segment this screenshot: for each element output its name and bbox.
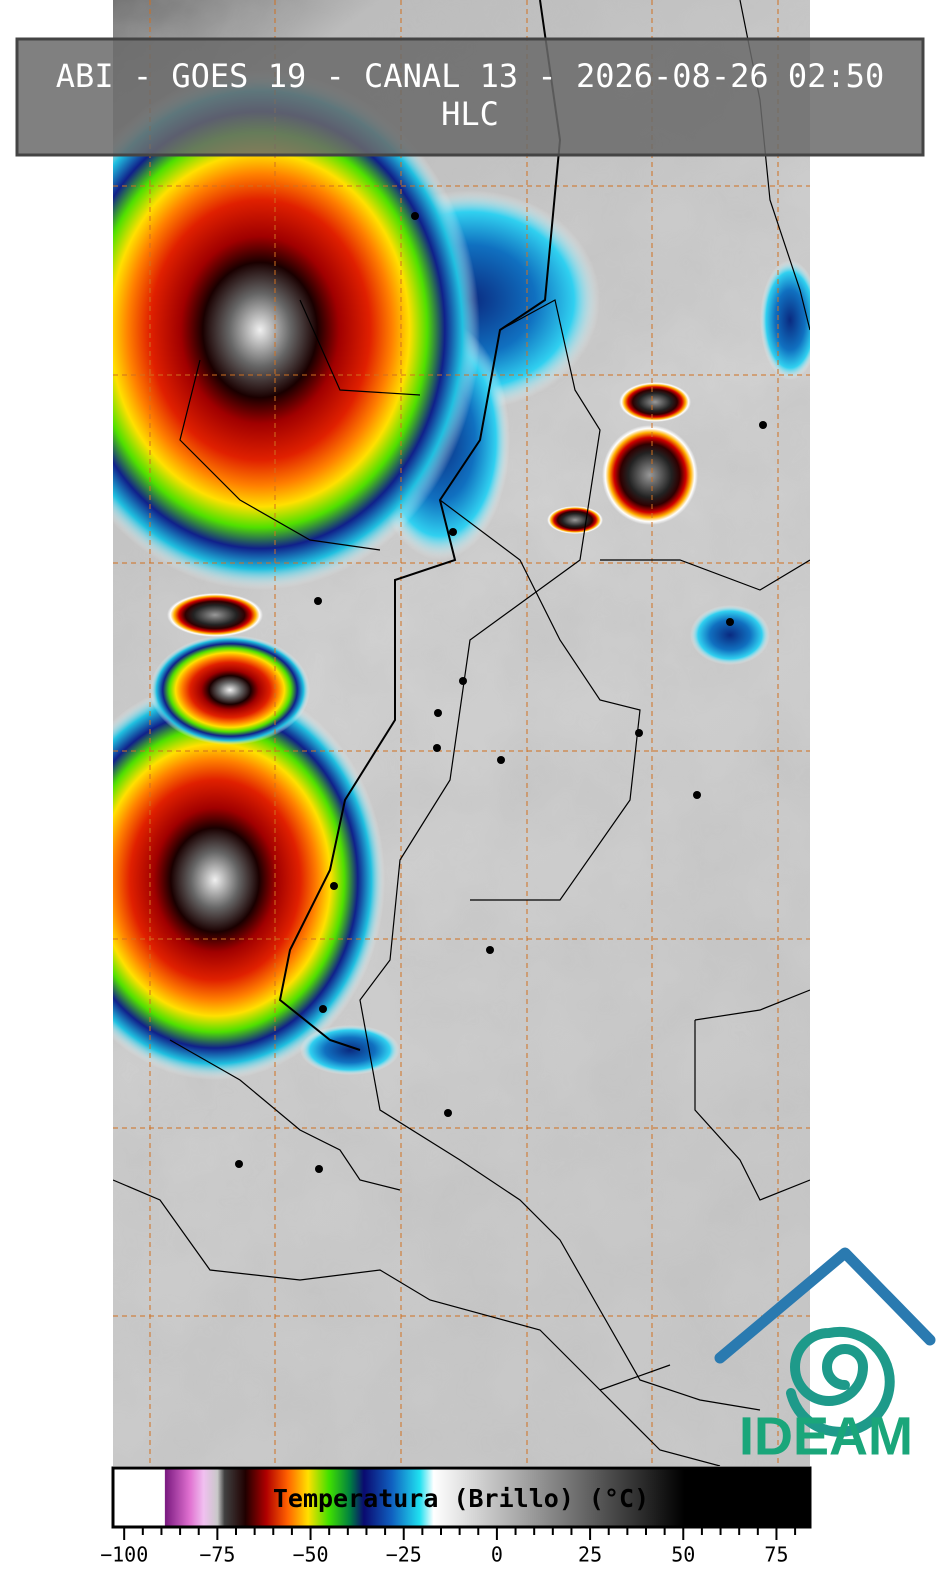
subtitle: HLC (441, 95, 499, 133)
city-marker (330, 882, 338, 890)
city-marker (726, 618, 734, 626)
city-marker (314, 597, 322, 605)
convective-cell (547, 506, 603, 534)
colorbar-tick-label: −25 (386, 1543, 422, 1567)
ideam-logo: IDEAM (714, 1247, 936, 1466)
colorbar (111, 1466, 812, 1529)
colorbar-tick-label: −75 (199, 1543, 235, 1567)
cloud-band (300, 1025, 400, 1075)
city-marker (449, 528, 457, 536)
colorbar-tick-label: 25 (578, 1543, 602, 1567)
convective-system (113, 680, 385, 1080)
city-marker (235, 1160, 243, 1168)
city-marker (315, 1165, 323, 1173)
satellite-map (113, 0, 810, 1466)
logo-swirl (786, 1326, 895, 1437)
city-marker (444, 1109, 452, 1117)
logo-roof (714, 1247, 936, 1364)
colorbar-tick-label: −50 (292, 1543, 328, 1567)
city-marker (693, 791, 701, 799)
city-marker (759, 421, 767, 429)
convective-system (113, 70, 480, 590)
graticule (113, 0, 810, 1466)
cloud-band (760, 260, 810, 380)
colorbar-tick-label: 50 (671, 1543, 695, 1567)
city-marker (411, 212, 419, 220)
title-box (15, 37, 925, 157)
convective-cell (167, 593, 263, 637)
colorbar-label: Temperatura (Brillo) (°C) (273, 1484, 649, 1513)
logo-text: IDEAM (739, 1406, 913, 1466)
colorbar-tick-label: −100 (100, 1543, 148, 1567)
colorbar-tick-label: 75 (764, 1543, 788, 1567)
city-markers (235, 212, 767, 1173)
cloud-band (690, 605, 770, 665)
city-marker (497, 756, 505, 764)
convective-system (150, 635, 310, 745)
city-marker (486, 946, 494, 954)
title: ABI - GOES 19 - CANAL 13 - 2026-08-26 02… (56, 57, 884, 95)
borders (113, 0, 810, 1466)
city-marker (319, 1005, 327, 1013)
city-marker (459, 677, 467, 685)
city-marker (434, 709, 442, 717)
convective-cell (619, 382, 691, 422)
city-marker (433, 744, 441, 752)
colorbar-tick-label: 0 (491, 1543, 503, 1567)
city-marker (635, 729, 643, 737)
convective-cell (602, 425, 698, 525)
colorbar-axis: −100 −75 −50 −25 0 25 50 75 (100, 1527, 797, 1567)
